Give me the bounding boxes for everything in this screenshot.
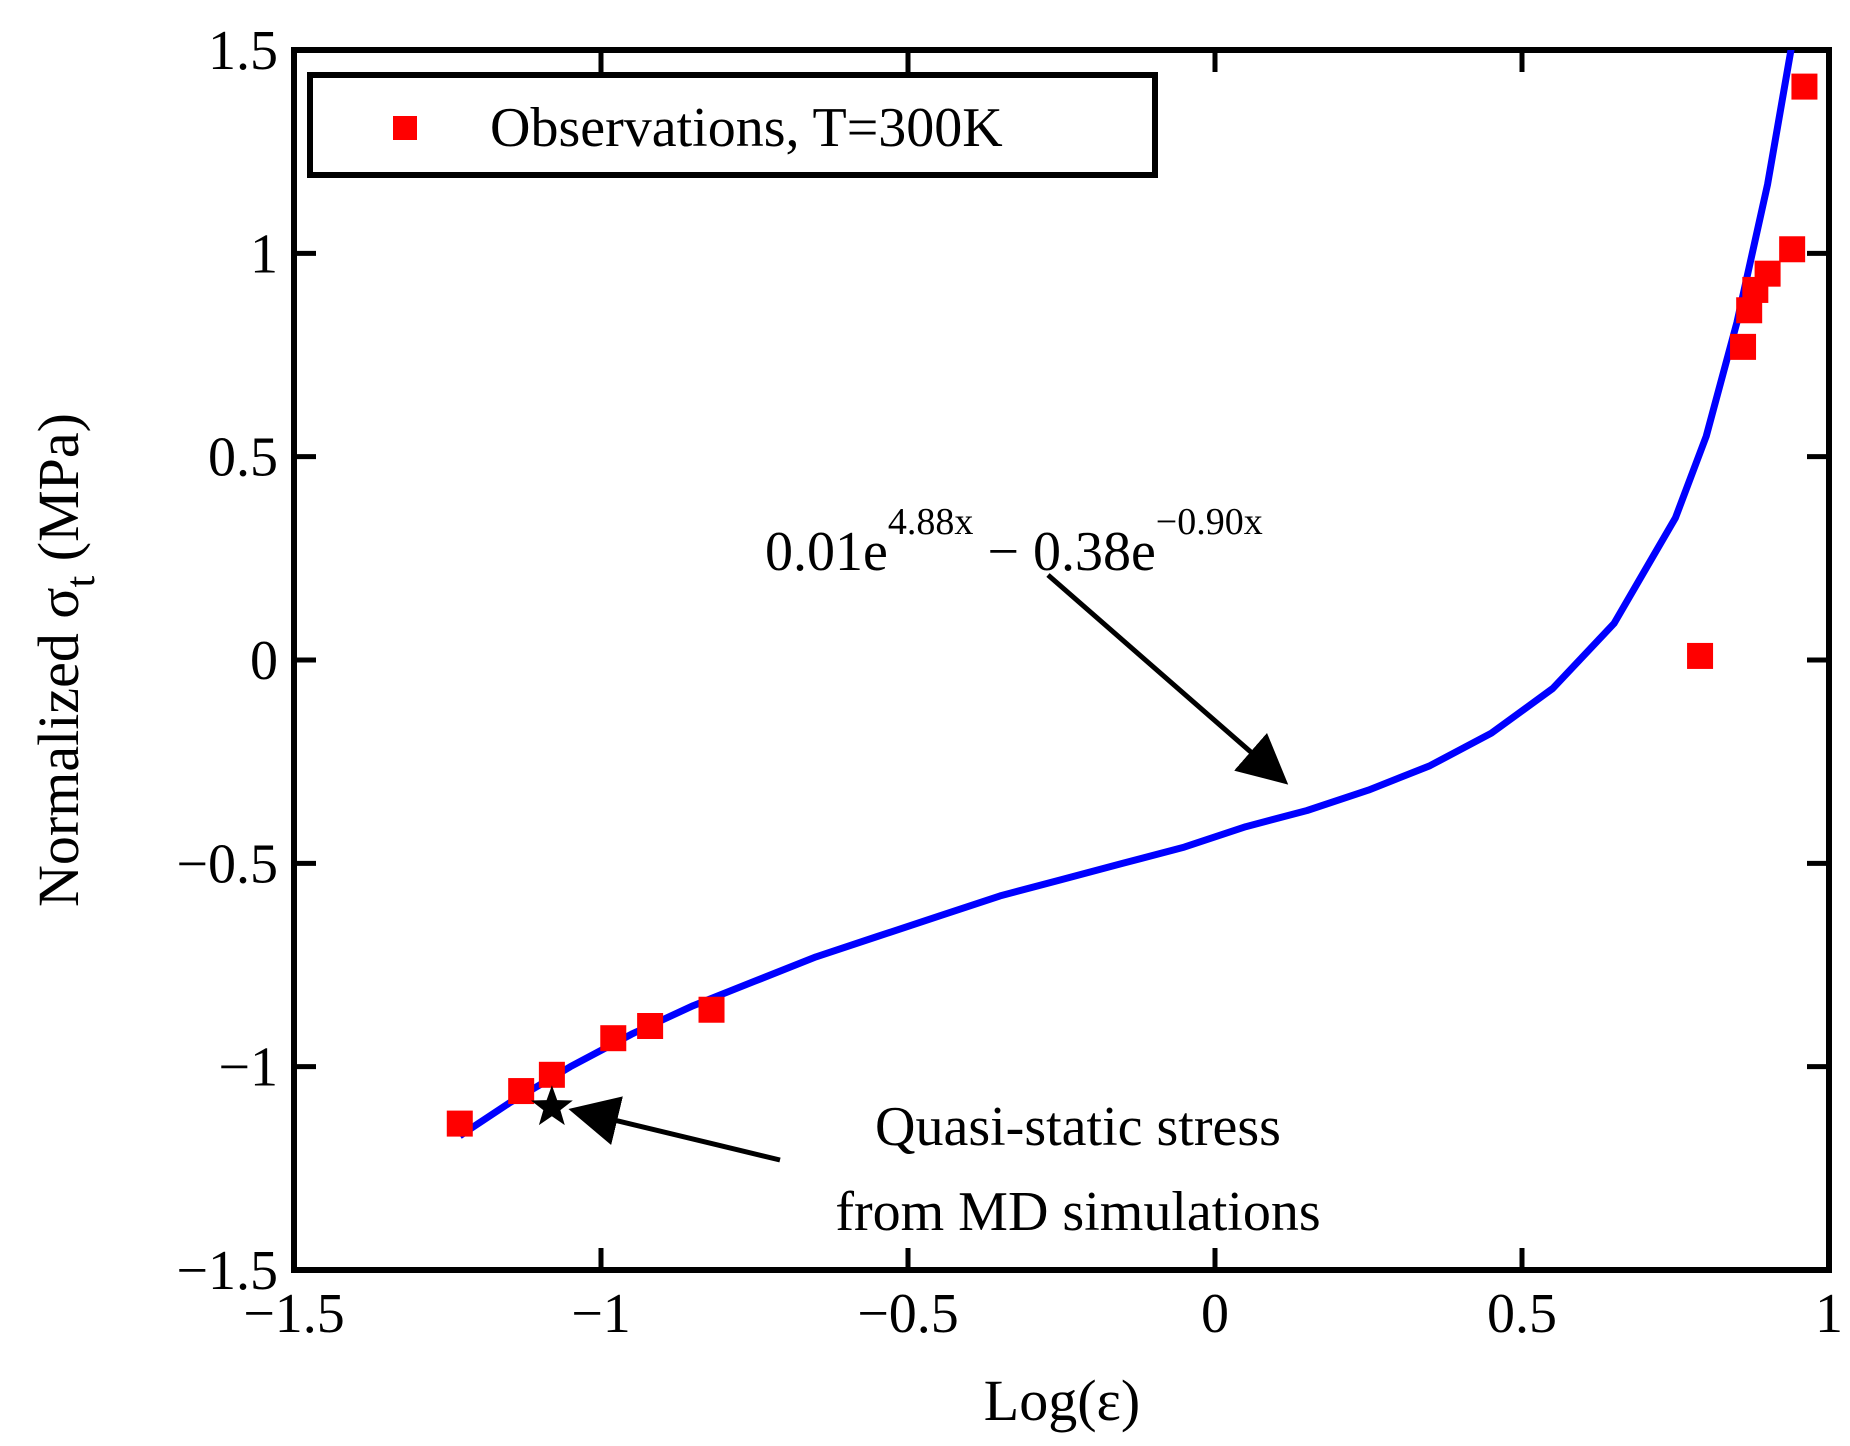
y-axis-title-end: (MPa) — [26, 413, 91, 576]
observation-point — [1791, 73, 1818, 100]
fit-eq-part-2: − 0.38e — [973, 521, 1155, 583]
md-annotation: Quasi-static stress from MD simulations — [568, 1096, 1321, 1243]
observation-point — [698, 996, 725, 1023]
x-tick-label: −1 — [571, 1283, 631, 1345]
legend: Observations, T=300K — [307, 72, 1158, 178]
observation-point — [1754, 260, 1781, 287]
x-axis-title-main: Log( — [984, 1368, 1097, 1433]
y-tick-label: 0 — [250, 630, 278, 692]
md-star-marker — [531, 1085, 573, 1126]
x-axis-title-end: ) — [1121, 1368, 1140, 1433]
x-tick-label: −0.5 — [857, 1283, 959, 1345]
fit-eq-exp-2: −0.90x — [1156, 501, 1263, 543]
x-tick-label: 1 — [1815, 1283, 1843, 1345]
x-tick-label: 0 — [1201, 1283, 1229, 1345]
legend-label: Observations, T=300K — [490, 97, 1003, 159]
observation-point — [508, 1078, 535, 1105]
y-axis-title: Normalized σt (MPa) — [26, 413, 104, 907]
legend-marker-square — [393, 116, 417, 140]
y-axis-title-sub: t — [58, 575, 104, 587]
md-annotation-line-2: from MD simulations — [835, 1181, 1320, 1243]
fit-eq-part-1: 0.01e — [765, 521, 888, 583]
x-axis-title: Log(ε) — [984, 1368, 1140, 1433]
fit-annotation-arrow — [1046, 573, 1289, 785]
x-tick-label: −1.5 — [243, 1283, 345, 1345]
observation-point — [637, 1013, 664, 1039]
x-axis-title-symbol: ε — [1097, 1368, 1121, 1433]
fit-equation: 0.01e4.88x − 0.38e−0.90x — [765, 501, 1263, 583]
x-tick-labels: −1.5 −1 −0.5 0 0.5 1 — [243, 1283, 1843, 1345]
observation-point — [1730, 333, 1757, 360]
observation-point — [600, 1025, 627, 1052]
y-axis-title-main: Normalized — [26, 619, 91, 907]
observation-point — [1687, 642, 1714, 669]
observation-point — [538, 1061, 565, 1088]
y-tick-label: 1.5 — [208, 20, 278, 82]
fit-eq-exp-1: 4.88x — [888, 501, 974, 543]
md-annotation-arrow — [568, 1096, 781, 1163]
y-tick-label: −0.5 — [176, 833, 278, 895]
axis-ticks — [291, 47, 1832, 1273]
y-tick-label: 1 — [250, 223, 278, 285]
fit-equation-annotation: 0.01e4.88x − 0.38e−0.90x — [765, 501, 1289, 785]
legend-box — [307, 72, 1158, 178]
y-tick-labels: −1.5 −1 −0.5 0 0.5 1 1.5 — [176, 20, 278, 1302]
series-layer — [446, 50, 1818, 1139]
y-axis-title-symbol: σ — [26, 587, 91, 618]
y-tick-label: 0.5 — [208, 427, 278, 489]
y-tick-label: −1.5 — [176, 1240, 278, 1302]
observation-point — [1779, 236, 1806, 263]
x-tick-label: 0.5 — [1487, 1283, 1557, 1345]
y-tick-label: −1 — [218, 1037, 278, 1099]
md-annotation-line-1: Quasi-static stress — [875, 1096, 1281, 1158]
observation-point — [446, 1110, 473, 1137]
